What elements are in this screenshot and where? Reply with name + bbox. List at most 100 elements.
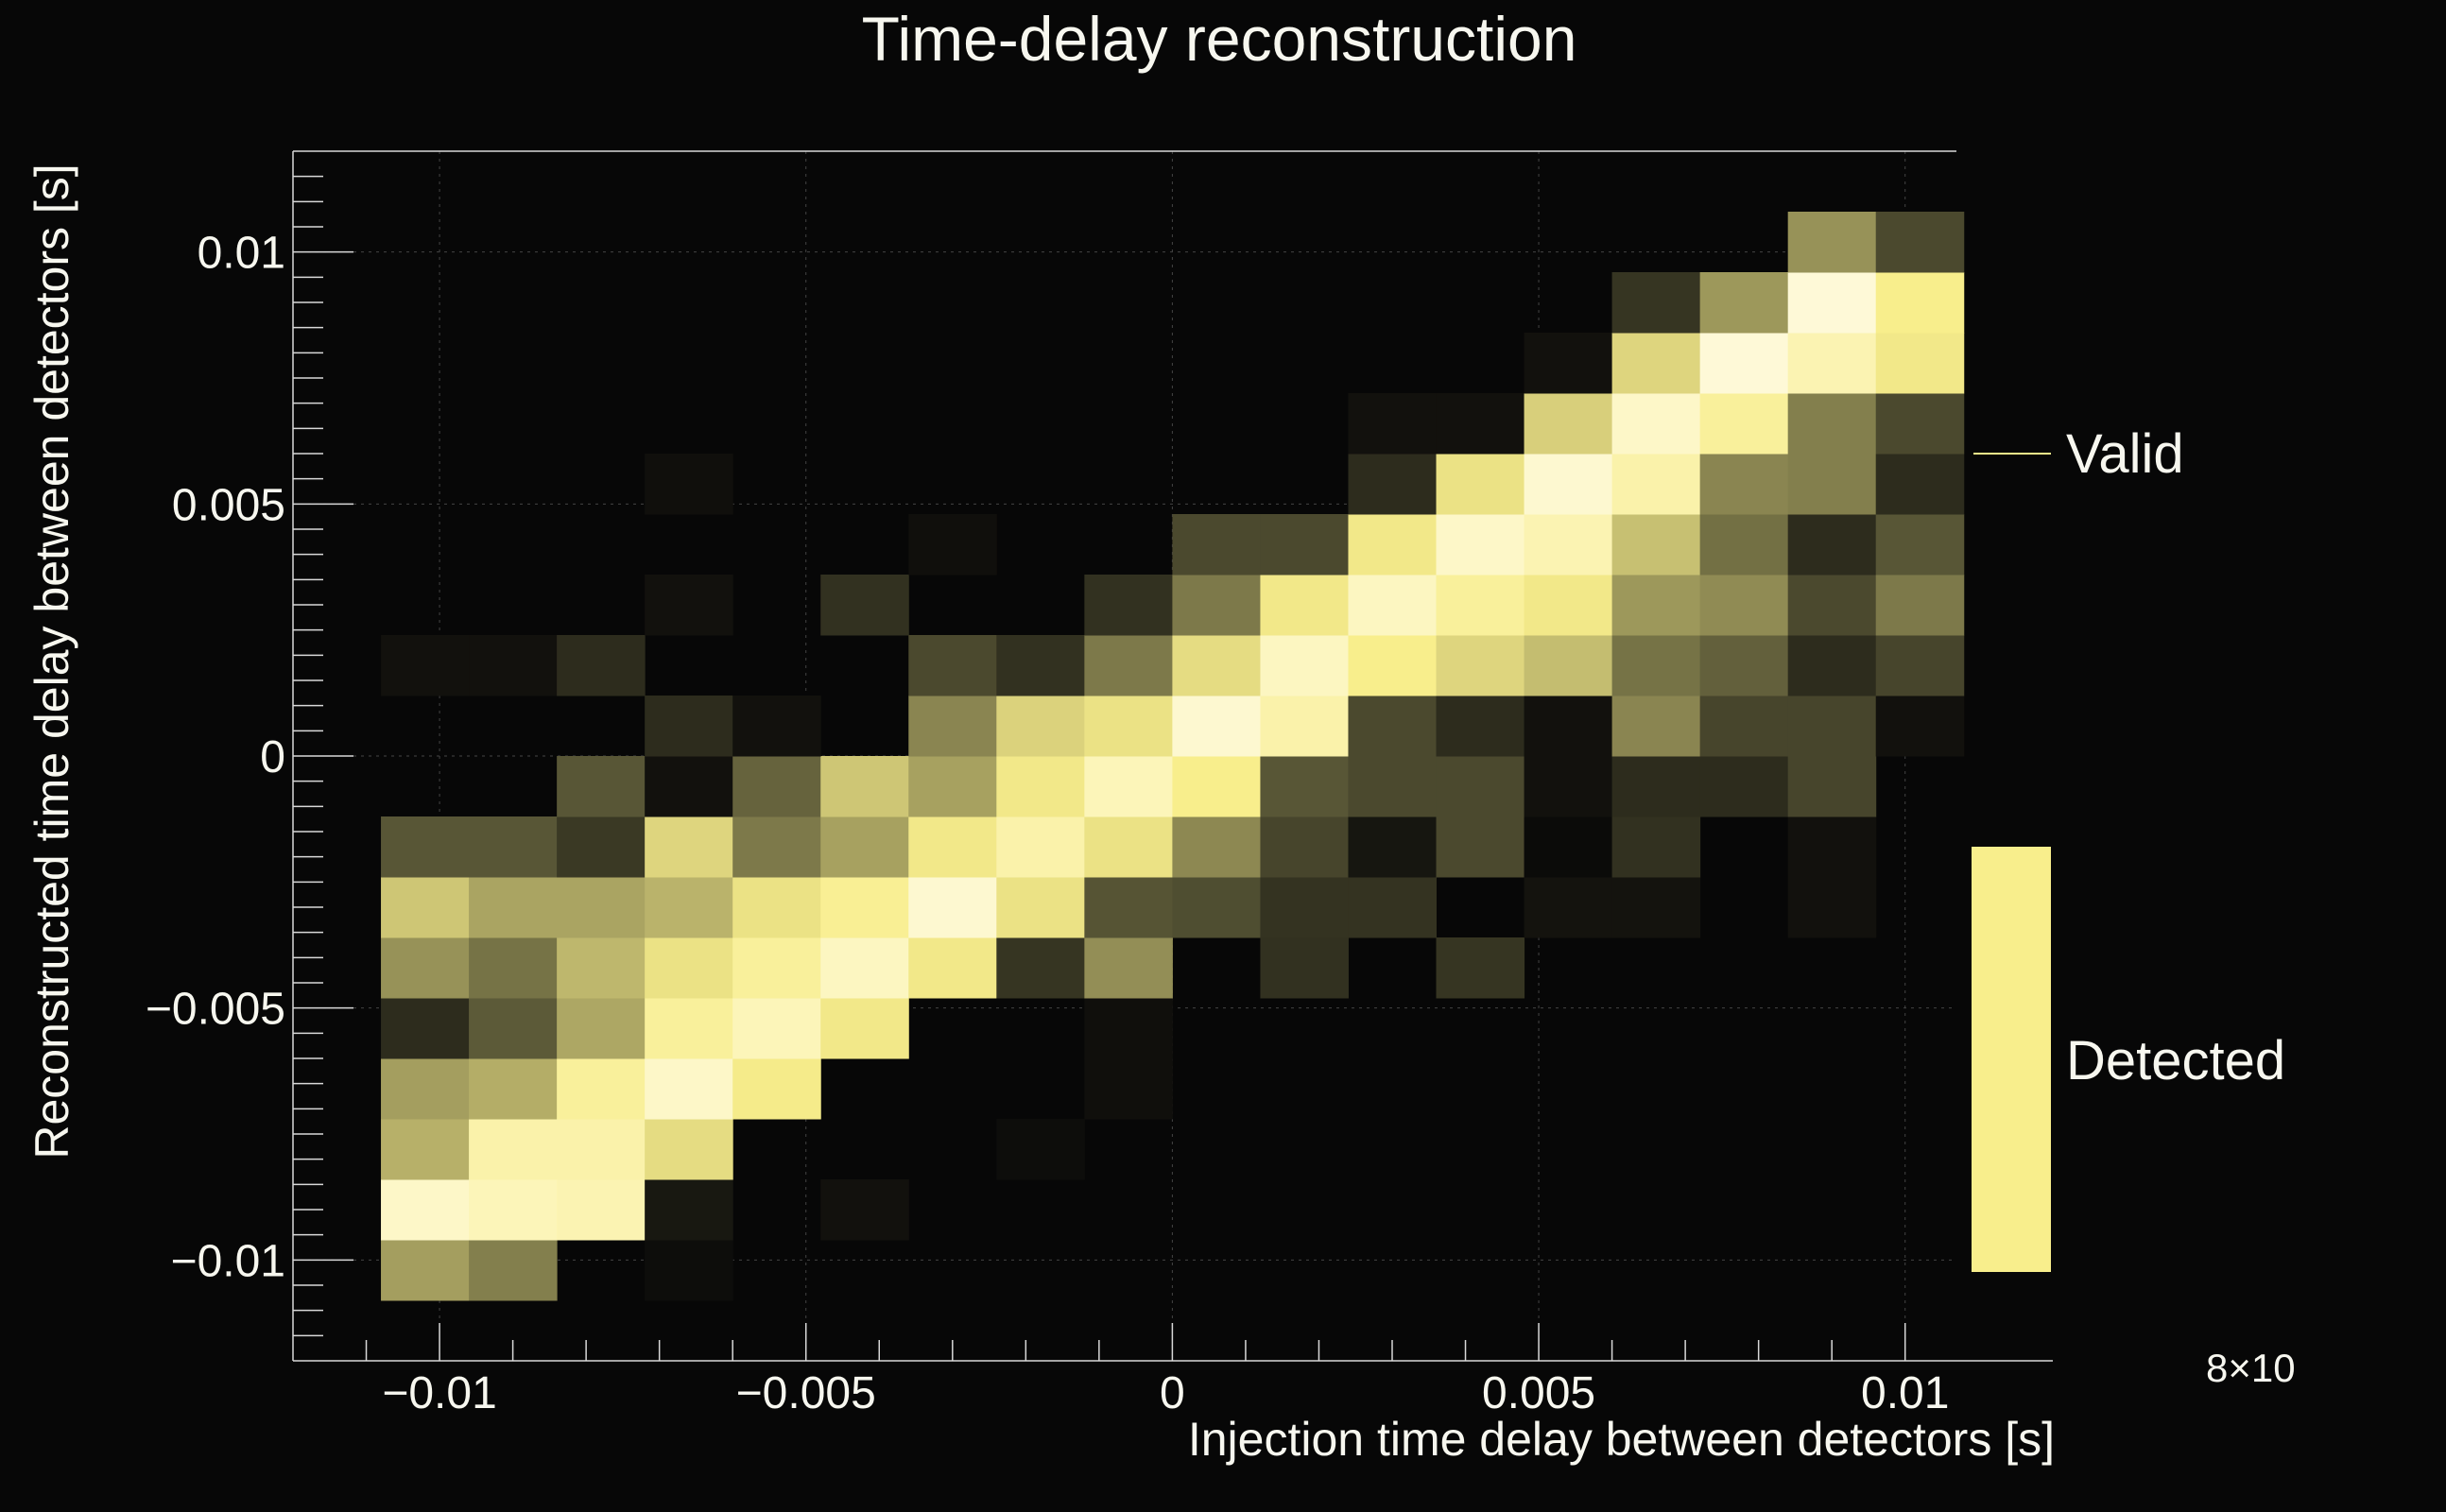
heatmap-cell (820, 575, 909, 636)
heatmap-cell (908, 937, 997, 999)
heatmap-cell (645, 816, 733, 878)
heatmap-cell (557, 816, 646, 878)
heatmap-cell (1699, 454, 1789, 515)
heatmap-cell (645, 696, 733, 757)
heatmap-cell (1611, 756, 1701, 817)
x-axis-label: Injection time delay between detectors [… (1188, 1413, 2055, 1466)
heatmap-cell (469, 1240, 558, 1301)
heatmap-cell (1260, 756, 1349, 817)
heatmap-cell (1787, 393, 1877, 455)
heatmap-cell (469, 1179, 558, 1241)
heatmap-cell (732, 1058, 821, 1120)
heatmap-cell (1699, 756, 1789, 817)
heatmap-cell (1787, 877, 1877, 938)
heatmap-cell (908, 514, 997, 576)
heatmap-cell (1348, 635, 1438, 696)
heatmap-cell (1524, 575, 1613, 636)
chart-title: Time-delay reconstruction (862, 4, 1577, 74)
heatmap-cell (732, 998, 821, 1059)
heatmap-cell (1260, 575, 1349, 636)
heatmap-cell (820, 998, 909, 1059)
heatmap-cell (1524, 756, 1613, 817)
heatmap-cell (820, 756, 909, 817)
corner-label: 8×10 (2206, 1346, 2296, 1390)
heatmap-cell (557, 1058, 646, 1120)
heatmap-cell (1348, 514, 1438, 576)
heatmap-cell (1875, 393, 1965, 455)
heatmap-cell (1084, 937, 1173, 999)
heatmap-cell (1875, 333, 1965, 394)
heatmap-cell (1699, 635, 1789, 696)
heatmap-cell (1875, 514, 1965, 576)
heatmap-cell (820, 816, 909, 878)
heatmap-cell (469, 877, 558, 938)
heatmap-cell (1172, 696, 1261, 757)
heatmap-cell (1436, 454, 1525, 515)
heatmap-cell (1699, 575, 1789, 636)
heatmap-cell (1348, 696, 1438, 757)
heatmap-cell (1699, 393, 1789, 455)
heatmap-cell (469, 635, 558, 696)
heatmap-cell (1260, 514, 1349, 576)
heatmap-cell (645, 575, 733, 636)
heatmap-cell (1699, 272, 1789, 334)
heatmap-cell (1172, 756, 1261, 817)
x-tick-label: 0.005 (1482, 1368, 1595, 1418)
heatmap-cell (1172, 816, 1261, 878)
heatmap-cell (557, 877, 646, 938)
heatmap-cell (1787, 333, 1877, 394)
heatmap-cell (1436, 635, 1525, 696)
heatmap-cell (1524, 635, 1613, 696)
heatmap-cell (908, 756, 997, 817)
heatmap-cell (1348, 816, 1438, 878)
heatmap-cell (1787, 272, 1877, 334)
heatmap-cell (1787, 514, 1877, 576)
heatmap-cell (381, 877, 470, 938)
heatmap-cell (645, 877, 733, 938)
heatmap-cell (557, 1179, 646, 1241)
heatmap-cell (1787, 212, 1877, 273)
heatmap-cell (1524, 877, 1613, 938)
heatmap-cell (381, 1240, 470, 1301)
heatmap-cell (996, 1119, 1085, 1180)
heatmap-cell (1436, 756, 1525, 817)
heatmap-cell (557, 998, 646, 1059)
heatmap-cell (996, 877, 1085, 938)
heatmap-cell (820, 1179, 909, 1241)
heatmap-cell (1611, 272, 1701, 334)
y-tick-label: 0.01 (198, 229, 285, 279)
legend: Valid Detected (1972, 423, 2285, 1272)
heatmap-cell (1787, 816, 1877, 878)
heatmap-cell (1611, 454, 1701, 515)
heatmap-cell (732, 756, 821, 817)
axes: −0.01 −0.005 0 0.005 0.01 0.01 0.005 0 −0.005 −0.… (146, 150, 2053, 1418)
y-tick-label: −0.01 (171, 1236, 285, 1286)
heatmap-cell (1084, 1058, 1173, 1120)
heatmap-cell (1172, 514, 1261, 576)
heatmap-cell (1260, 816, 1349, 878)
heatmap-cell (1348, 454, 1438, 515)
heatmap-cell (645, 1240, 733, 1301)
heatmap-cell (469, 816, 558, 878)
heatmap-cell (1436, 514, 1525, 576)
heatmap-cell (1611, 635, 1701, 696)
heatmap-cell (1260, 937, 1349, 999)
heatmap-cell (732, 816, 821, 878)
heatmap-cell (557, 635, 646, 696)
heatmap-cell (1787, 635, 1877, 696)
heatmap-cell (908, 816, 997, 878)
heatmap-cell (1084, 998, 1173, 1059)
heatmap-cell (1611, 575, 1701, 636)
y-tick-label: 0 (260, 732, 285, 782)
legend-valid-label: Valid (2066, 423, 2184, 485)
heatmap-cell (557, 756, 646, 817)
heatmap-cell (1787, 696, 1877, 757)
heatmap-cell (908, 635, 997, 696)
heatmap-cell (1699, 696, 1789, 757)
heatmap-cell (1524, 333, 1613, 394)
heatmap-cell (1436, 937, 1525, 999)
heatmap-cell (1084, 877, 1173, 938)
heatmap-cell (645, 454, 733, 515)
heatmap-cell (1172, 635, 1261, 696)
